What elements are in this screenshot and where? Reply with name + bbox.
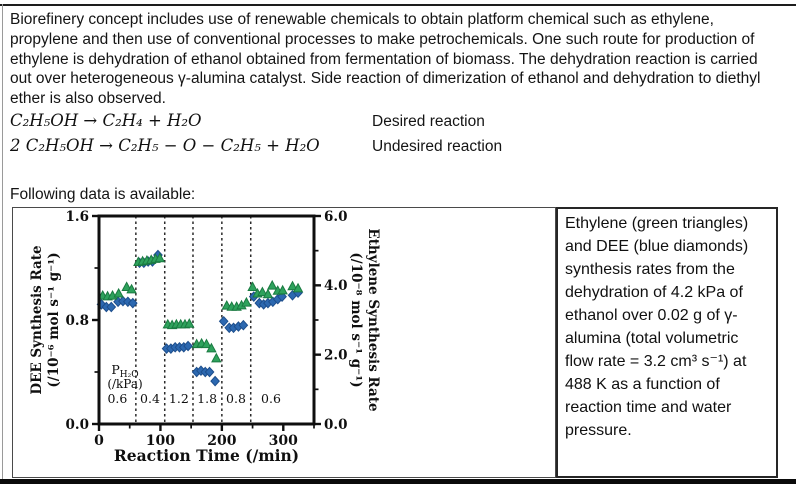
- ethylene-point: [113, 287, 124, 298]
- right-axis-tick-label: 6.0: [324, 209, 348, 225]
- pressure-step-label: 0.6: [261, 391, 281, 406]
- equation-row-undesired: 2 C₂H₅OH → C₂H₅ − O − C₂H₅ + H₂O Undesir…: [10, 136, 710, 161]
- ethylene-point: [241, 296, 252, 307]
- dee-point: [127, 297, 138, 309]
- equation-undesired-formula: 2 C₂H₅OH → C₂H₅ − O − C₂H₅ + H₂O: [10, 136, 320, 155]
- ethylene-point: [184, 318, 195, 328]
- x-axis-tick-label: 100: [146, 433, 175, 449]
- synthesis-rate-chart: PH₂O(/kPa)0.6 0.4 1.2 1.8 0.8 0.60.00.81.60.0…: [29, 209, 381, 465]
- left-axis-title-units: (/10⁻⁶ mol s⁻¹ g⁻¹): [46, 252, 62, 387]
- dee-point: [204, 366, 215, 378]
- pressure-annotation-unit: (/kPa): [107, 377, 142, 391]
- x-axis-tick-label: 300: [269, 433, 298, 449]
- dee-point: [238, 319, 249, 331]
- equation-desired-label: Desired reaction: [372, 113, 485, 130]
- right-axis-title: Ethylene Synthesis Rate: [365, 228, 381, 411]
- reaction-equations: C₂H₅OH → C₂H₄ + H₂O Desired reaction 2 C…: [10, 111, 710, 161]
- pressure-step-label: 0.8: [226, 391, 246, 406]
- ethylene-point: [266, 279, 278, 290]
- following-data-text: Following data is available:: [10, 186, 196, 203]
- ethylene-point: [262, 288, 274, 299]
- dee-point: [218, 315, 229, 327]
- dee-point: [210, 375, 220, 387]
- pressure-step-label: 0.6: [107, 391, 127, 406]
- figure-caption-box: Ethylene (green triangles) and DEE (blue…: [556, 207, 778, 478]
- ethylene-point: [154, 252, 166, 263]
- figure-row: PH₂O (/kPa) 0.6 0.4 1.2 1.8 0.8 0.6 0.0 0.8 1.6 0.0…: [12, 207, 778, 478]
- right-axis-tick-label: 2.0: [324, 347, 348, 363]
- pressure-annotation-symbol: PH₂O: [111, 362, 138, 380]
- ethylene-point: [287, 280, 298, 291]
- pressure-step-label: 1.8: [197, 391, 217, 406]
- equation-desired-formula: C₂H₅OH → C₂H₄ + H₂O: [10, 111, 202, 130]
- ethylene-point: [257, 286, 268, 297]
- equation-undesired-label: Undesired reaction: [372, 138, 503, 155]
- right-axis-title-units: (/10⁻⁸ mol s⁻¹ g⁻¹): [348, 252, 364, 387]
- ethylene-point: [247, 281, 258, 291]
- ethylene-point: [211, 352, 222, 363]
- x-axis-tick-label: 200: [207, 433, 236, 449]
- left-axis-tick-label: 0.8: [66, 313, 90, 329]
- pressure-step-label: 1.2: [169, 391, 189, 406]
- x-axis-title: Reaction Time (/min): [114, 446, 299, 465]
- left-axis-title: DEE Synthesis Rate: [29, 245, 45, 394]
- chart-panel: PH₂O (/kPa) 0.6 0.4 1.2 1.8 0.8 0.6 0.0 0.8 1.6 0.0…: [12, 207, 556, 478]
- ethylene-point: [121, 281, 132, 291]
- ethylene-point: [206, 342, 217, 353]
- figure-caption-text: Ethylene (green triangles) and DEE (blue…: [565, 215, 749, 439]
- right-axis-tick-label: 0.0: [324, 417, 348, 433]
- intro-paragraph: Biorefinery concept includes use of rene…: [10, 11, 761, 108]
- right-axis-tick-label: 4.0: [324, 278, 348, 294]
- left-axis-tick-label: 0.0: [66, 417, 90, 433]
- ethylene-point: [277, 284, 288, 295]
- left-axis-tick-label: 1.6: [66, 209, 90, 225]
- dee-point: [183, 340, 193, 352]
- top-divider: [0, 4, 796, 6]
- equation-row-desired: C₂H₅OH → C₂H₄ + H₂O Desired reaction: [10, 111, 710, 136]
- pressure-step-label: 0.4: [140, 391, 160, 406]
- left-border: [2, 4, 3, 479]
- ethylene-point: [201, 338, 212, 349]
- bottom-divider: [0, 479, 796, 484]
- ethylene-point: [292, 282, 304, 293]
- x-axis-tick-label: 0: [94, 433, 104, 449]
- ethylene-point: [126, 283, 137, 294]
- dee-point: [106, 301, 117, 313]
